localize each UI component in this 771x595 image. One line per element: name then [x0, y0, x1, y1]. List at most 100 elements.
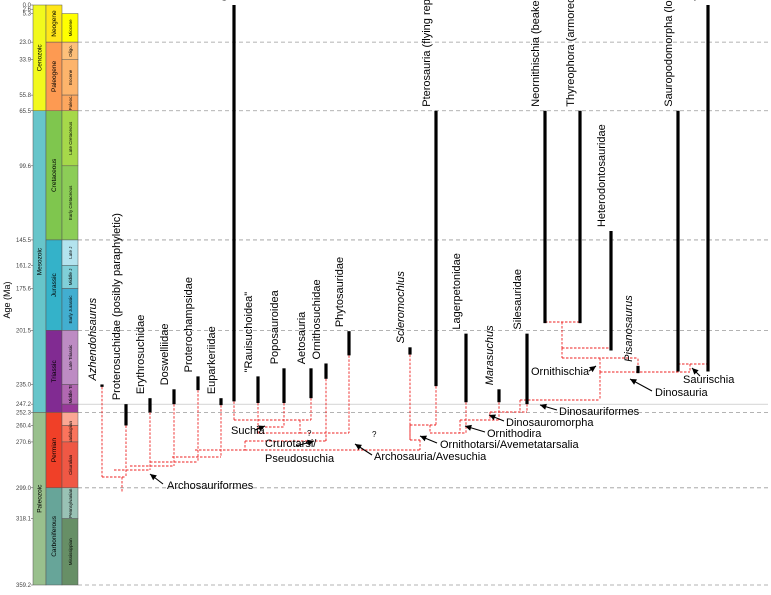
age-tick-label: 247.2: [16, 402, 32, 408]
age-tick-label: 318.1: [16, 517, 32, 523]
timescale-label: Neogene: [51, 10, 58, 37]
clade-arrow: [254, 425, 266, 432]
taxon-labels: Azhendohsaurus Proterosuchidae (posibly p…: [87, 0, 705, 400]
clade-label: Archosauria/Avesuchia: [374, 451, 487, 463]
age-tick-label: 260.4: [16, 423, 32, 429]
age-tick-label: 0.0: [23, 3, 32, 9]
age-axis: 0.02.65.3 23.0 33.9 55.8 65.5 99.6 145.5 161.2 1…: [16, 3, 33, 589]
timescale-label: Late Cretaceous: [68, 121, 73, 155]
age-tick-label: 55.8: [19, 93, 31, 99]
taxon-label: Phytosauridae: [334, 257, 346, 327]
uncertain-mark: ?: [307, 429, 312, 438]
clade-label: Ornithodira: [487, 428, 542, 440]
clade-label: Dinosauromorpha: [506, 417, 594, 429]
age-tick-label: 65.5: [19, 109, 31, 115]
taxon-label: "Rauisuchoidea": [243, 292, 255, 373]
taxon-label: Scleromochlus: [395, 271, 407, 344]
age-tick-label: 23.0: [19, 40, 31, 46]
clade-arrow: [354, 443, 373, 456]
age-tick-label: 201.5: [16, 328, 32, 334]
taxon-label: Silesauridae: [512, 269, 524, 330]
age-tick-label: 33.9: [19, 58, 31, 64]
clade-label: Ornithischia: [531, 366, 590, 378]
timescale-label: Late Triassic: [68, 344, 73, 370]
taxon-label: Doswelliidae: [159, 324, 171, 386]
timescale-label: Guadalupian: [68, 420, 73, 446]
taxon-label: Pisanosaurus: [623, 295, 635, 362]
taxon-label: Marasuchus: [484, 325, 496, 385]
geologic-timescale: Cenozoic Mesozoic Paleozoic Neogene Paleogen…: [32, 4, 79, 586]
clade-label: Archosauriformes: [167, 480, 254, 492]
taxon-label: Proterochampsidae: [183, 277, 195, 372]
clade-arrow: [488, 414, 505, 422]
timescale-label: Pennsylvanian: [68, 488, 73, 518]
timescale-label: Cisuralian: [68, 454, 73, 475]
taxon-label: Heterodontosauridae: [596, 124, 608, 227]
taxon-label: Thyreophora (armored dinosaurs): [565, 0, 577, 107]
clade-label: Dinosauriformes: [559, 406, 640, 418]
clade-label: Suchia: [231, 425, 266, 437]
clade-label: Dinosauria: [655, 387, 708, 399]
timescale-label: Oligo.: [68, 45, 73, 57]
clade-arrow: [691, 367, 701, 377]
clade-arrow: [629, 378, 653, 392]
timescale-label: Cretaceous: [51, 158, 58, 192]
age-tick-label: 99.6: [19, 164, 31, 170]
taxon-label: Sauropodomorpha (long-necked herbivorous…: [663, 0, 675, 107]
timescale-label: Triassic: [51, 360, 58, 383]
age-tick-label: 161.2: [16, 263, 32, 269]
timescale-label: Paleozoic: [37, 484, 44, 513]
clade-arrow: [419, 435, 438, 444]
age-tick-label: 299.0: [16, 486, 32, 492]
taxon-label: Crocodylomorpha (crocodillans & their ex…: [219, 0, 231, 1]
taxon-label: Theropoda (carnivorous dinosaurs, incl. …: [693, 0, 705, 1]
timescale-label: Permian: [51, 438, 58, 463]
clade-arrow: [295, 439, 315, 447]
taxon-label: Ornithosuchidae: [311, 279, 323, 359]
taxon-label: Aetosauria: [296, 311, 308, 364]
timescale-label: Cenozoic: [37, 44, 44, 72]
uncertain-mark: ?: [372, 430, 377, 439]
taxon-label: Lagerpetonidae: [451, 253, 463, 329]
taxon-label: Erythrosuchidae: [135, 315, 147, 395]
age-tick-label: 270.6: [16, 440, 32, 446]
clade-arrow: [149, 473, 164, 485]
clade-arrow: [588, 365, 597, 373]
taxon-label: Azhendohsaurus: [87, 297, 99, 381]
age-tick-label: 359.2: [16, 583, 32, 589]
taxon-label: Neornithischia (beaked herbivorous dinos…: [530, 0, 542, 107]
timescale-label: Late J: [68, 246, 73, 258]
clade-label: Pseudosuchia: [265, 453, 335, 465]
timescale-label: Middle Tr: [68, 385, 73, 404]
timescale-label: Miocene: [68, 19, 73, 37]
taxon-range-bars: [100, 5, 710, 426]
clade-label: Ornithotarsi/Avemetatarsalia: [440, 439, 579, 451]
clade-labels: Archosauriformes Crurotarsi/Pseudosuchia S…: [149, 365, 735, 492]
age-tick-label: 5.3: [23, 12, 32, 18]
taxon-label: Euparkeriidae: [206, 326, 218, 394]
timescale-cell: [61, 403, 79, 413]
timescale-label: Mesozoic: [37, 247, 44, 275]
age-tick-label: 145.5: [16, 238, 32, 244]
timescale-label: Carboniferous: [51, 515, 58, 557]
timescale-cell: [61, 518, 79, 586]
timescale-label: Eocene: [68, 69, 73, 85]
grid-layer: [78, 41, 768, 586]
timescale-label: Early Cretaceous: [68, 185, 73, 220]
timescale-label: Paleogene: [51, 61, 58, 92]
axis-title: Age (Ma): [2, 281, 12, 318]
age-tick-label: 175.6: [16, 287, 32, 293]
taxon-label: Pterosauria (flying reptiles): [421, 0, 433, 107]
age-tick-label: 235.0: [16, 382, 32, 388]
age-tick-label: 2.6: [23, 7, 32, 13]
clade-label: Saurischia: [683, 374, 735, 386]
taxon-label: Poposauroidea: [269, 289, 281, 364]
clade-arrow: [539, 403, 558, 411]
age-tick-label: 252.3: [16, 410, 32, 416]
timescale-label: Early Jurassic: [68, 295, 73, 324]
taxon-label: Proterosuchidae (posibly paraphyletic): [111, 213, 123, 400]
clade-label: Crurotarsi/: [265, 438, 317, 450]
timescale-label: Jurassic: [51, 272, 58, 297]
